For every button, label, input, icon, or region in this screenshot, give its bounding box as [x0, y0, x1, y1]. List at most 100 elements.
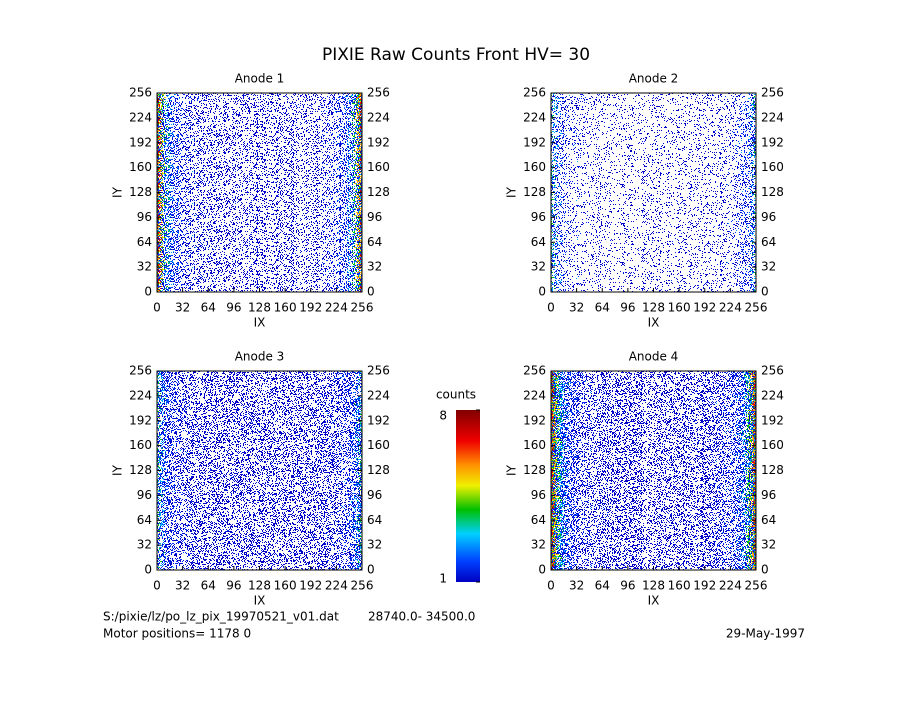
y-tick-label-right: 224 — [761, 110, 784, 124]
colorbar-label: counts — [436, 388, 476, 402]
y-tick-label: 96 — [531, 210, 546, 224]
y-tick-label: 192 — [523, 413, 546, 427]
y-tick-label-right: 224 — [761, 388, 784, 402]
y-tick-label-right: 256 — [761, 364, 784, 378]
x-tick-label: 192 — [299, 301, 322, 315]
y-tick-label-right: 32 — [761, 260, 776, 274]
x-tick-label: 192 — [693, 301, 716, 315]
y-tick-label: 0 — [144, 285, 152, 299]
y-tick-label: 192 — [129, 135, 152, 149]
x-tick-label: 32 — [569, 301, 584, 315]
footer-motor: Motor positions= 1178 0 — [103, 627, 251, 641]
y-tick-label-right: 0 — [761, 285, 769, 299]
heatmap-cells — [551, 371, 756, 570]
y-tick-label: 128 — [129, 463, 152, 477]
y-tick-label-right: 64 — [761, 513, 776, 527]
y-tick-label: 64 — [531, 513, 546, 527]
y-tick-label-right: 128 — [367, 463, 390, 477]
colorbar — [456, 410, 480, 582]
y-tick-label: 160 — [523, 160, 546, 174]
y-tick-label-right: 160 — [367, 160, 390, 174]
x-tick-label: 32 — [569, 579, 584, 593]
heatmap-cells — [551, 93, 756, 292]
y-tick-label: 96 — [137, 488, 152, 502]
y-tick-label-right: 0 — [367, 563, 375, 577]
x-tick-label: 256 — [351, 301, 374, 315]
x-axis-label: IX — [254, 316, 266, 330]
y-tick-label-right: 64 — [761, 235, 776, 249]
y-axis-label: IY — [505, 464, 519, 476]
heatmap-cells — [551, 371, 756, 570]
y-tick-label-right: 64 — [367, 235, 382, 249]
x-tick-label: 96 — [226, 579, 241, 593]
x-tick-label: 128 — [642, 579, 665, 593]
y-tick-label: 128 — [129, 185, 152, 199]
x-tick-label: 224 — [719, 301, 742, 315]
footer-file: S:/pixie/lz/po_lz_pix_19970521_v01.dat — [103, 610, 339, 624]
x-axis-label: IX — [648, 594, 660, 608]
y-tick-label-right: 256 — [367, 86, 390, 100]
x-tick-label: 64 — [201, 301, 216, 315]
y-tick-label: 96 — [137, 210, 152, 224]
y-tick-label: 64 — [531, 235, 546, 249]
colorbar-tick-label: 1 — [439, 572, 447, 586]
y-tick-label: 224 — [129, 110, 152, 124]
y-tick-label: 0 — [538, 563, 546, 577]
y-axis-label: IY — [505, 186, 519, 198]
x-tick-label: 96 — [226, 301, 241, 315]
y-tick-label-right: 96 — [367, 210, 382, 224]
heatmap-cells — [157, 93, 362, 292]
x-tick-label: 128 — [642, 301, 665, 315]
y-tick-label-right: 96 — [761, 488, 776, 502]
y-tick-label: 32 — [531, 538, 546, 552]
y-tick-label: 256 — [129, 86, 152, 100]
panel-title: Anode 1 — [235, 72, 285, 86]
y-tick-label-right: 96 — [367, 488, 382, 502]
y-tick-label: 0 — [538, 285, 546, 299]
y-tick-label-right: 192 — [761, 413, 784, 427]
x-axis-label: IX — [254, 594, 266, 608]
y-tick-label: 192 — [523, 135, 546, 149]
x-tick-label: 192 — [693, 579, 716, 593]
x-tick-label: 256 — [745, 579, 768, 593]
y-tick-label: 64 — [137, 513, 152, 527]
x-tick-label: 0 — [547, 301, 555, 315]
x-tick-label: 32 — [175, 301, 190, 315]
x-tick-label: 32 — [175, 579, 190, 593]
y-tick-label-right: 32 — [367, 538, 382, 552]
y-tick-label-right: 192 — [367, 135, 390, 149]
y-tick-label-right: 32 — [761, 538, 776, 552]
x-tick-label: 96 — [620, 579, 635, 593]
y-tick-label: 224 — [523, 388, 546, 402]
y-tick-label: 32 — [137, 538, 152, 552]
y-tick-label: 32 — [531, 260, 546, 274]
heatmap-cells — [157, 93, 362, 292]
y-tick-label-right: 224 — [367, 388, 390, 402]
x-tick-label: 256 — [745, 301, 768, 315]
x-tick-label: 160 — [274, 579, 297, 593]
y-tick-label-right: 96 — [761, 210, 776, 224]
x-tick-label: 224 — [325, 301, 348, 315]
y-tick-label: 192 — [129, 413, 152, 427]
y-tick-label: 160 — [523, 438, 546, 452]
y-tick-label: 64 — [137, 235, 152, 249]
panel-title: Anode 4 — [629, 350, 679, 364]
y-tick-label: 0 — [144, 563, 152, 577]
y-tick-label-right: 256 — [761, 86, 784, 100]
x-tick-label: 256 — [351, 579, 374, 593]
panel-title: Anode 2 — [629, 72, 679, 86]
x-tick-label: 0 — [153, 579, 161, 593]
x-tick-label: 160 — [274, 301, 297, 315]
y-tick-label-right: 128 — [761, 185, 784, 199]
y-axis-label: IY — [111, 186, 125, 198]
y-tick-label-right: 128 — [761, 463, 784, 477]
x-tick-label: 0 — [153, 301, 161, 315]
y-tick-label-right: 0 — [367, 285, 375, 299]
x-tick-label: 64 — [595, 301, 610, 315]
y-tick-label: 256 — [523, 86, 546, 100]
y-tick-label-right: 32 — [367, 260, 382, 274]
x-tick-label: 128 — [248, 301, 271, 315]
y-axis-label: IY — [111, 464, 125, 476]
x-tick-label: 224 — [325, 579, 348, 593]
x-tick-label: 64 — [595, 579, 610, 593]
